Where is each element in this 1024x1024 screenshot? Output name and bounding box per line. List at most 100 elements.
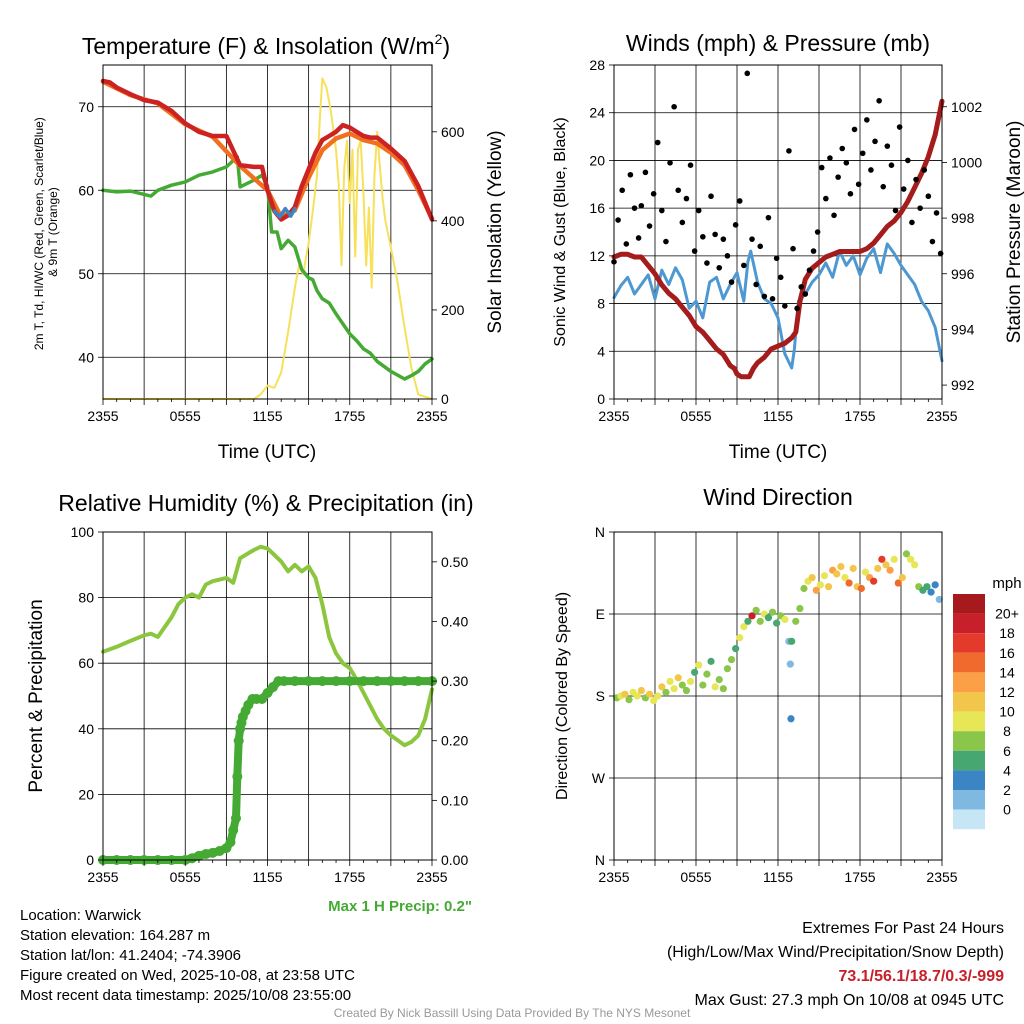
direction-point [703,670,711,678]
gust-point [757,243,764,250]
temperature-xlabel: Time (UTC) [218,442,317,463]
extremes-subtitle: (High/Low/Max Wind/Precipitation/Snow De… [666,944,1004,961]
legend-swatch [953,652,985,673]
legend-swatch [953,633,985,653]
direction-point [633,692,641,700]
gust-point [716,264,723,271]
legend-label: 16 [999,645,1015,661]
gust-point [635,235,642,241]
gust-point [687,162,694,168]
series-heat-index-wind-chill [272,206,297,219]
direction-point [845,579,853,587]
direction-point [695,661,703,669]
y2-tick-label: 600 [441,124,465,140]
gust-point [892,207,899,214]
y-tick-label: S [596,688,605,704]
legend-swatch [953,770,985,790]
gust-point [654,139,661,146]
gust-point [868,167,874,173]
winds-xlabel: Time (UTC) [729,442,828,463]
direction-point [756,617,764,625]
direction-point [654,692,662,700]
y2-tick-label: 1000 [951,154,982,170]
gust-point [810,248,817,254]
temperature-y2label: Solar Insolation (Yellow) [485,130,506,333]
direction-point [727,655,736,664]
direction-point [786,660,794,668]
direction-grid [614,532,942,860]
legend-title: mph [992,575,1021,592]
temperature-ylabel-line-1: 2m T, Td, HI/WC (Red, Green, Scarlet/Blu… [32,117,46,350]
y-tick-label: 20 [78,786,94,802]
precip-point [358,676,369,687]
gust-point [650,191,657,197]
x-tick-label: 0555 [170,408,201,424]
legend-swatch [953,613,985,634]
speed-legend: mph 20+ 18 16 14 12 10 8 6 4 2 0 [953,575,1022,830]
y2-tick-label: 0.10 [441,792,468,808]
x-tick-label: 1155 [252,869,282,885]
direction-point [773,619,781,627]
gust-point [777,274,784,281]
location-text: Location: Warwick [20,907,142,924]
gust-point [695,207,702,214]
legend-swatch [953,594,985,614]
y-tick-label: 28 [589,57,605,73]
direction-point [841,573,849,582]
gust-point [631,205,638,211]
direction-point [796,604,804,613]
direction-point [857,584,865,593]
direction-point [800,584,808,593]
direction-point [820,572,829,580]
direction-point [874,564,882,573]
gust-point [708,193,714,200]
gust-point [851,126,858,133]
gust-point [627,171,634,178]
winds-ylabel: Sonic Wind & Gust (Blue, Black) [552,117,569,346]
gust-point [818,164,825,171]
y-tick-label: N [595,524,605,540]
winds-y2label: Station Pressure (Maroon) [1004,121,1024,344]
direction-point [898,573,906,582]
x-tick-label: 0555 [680,408,711,424]
direction-plot [613,550,943,723]
humidity-ylabel: Percent & Precipitation [26,599,47,792]
temperature-title-main: Temperature (F) & Insolation (W/m [82,33,435,59]
precip-point [289,676,300,687]
gust-point [732,222,739,228]
y2-tick-label: 992 [951,377,975,393]
direction-point [736,634,744,642]
precip-point [413,676,424,687]
gust-point [724,253,731,259]
gust-point [790,245,796,252]
winds-panel: Winds (mph) & Pressure (mb) 2355 0555 1155… [552,30,1024,463]
y-tick-label: 16 [589,200,605,216]
gust-point [704,260,710,266]
x-tick-label: 2355 [416,408,447,424]
y-tick-label: 50 [78,266,94,282]
direction-panel: Wind Direction 2355 0555 1155 1755 2355NWSEN… [554,484,1022,885]
y-tick-label: 20 [589,152,605,168]
y2-tick-label: 998 [951,210,975,226]
y-tick-label: 8 [597,296,605,312]
gust-point [663,238,669,245]
direction-point [719,685,727,693]
gust-point [835,174,841,180]
temperature-grid [103,65,432,399]
humidity-axes: 2355 0555 1155 1755 23550204060801000.000.10… [71,524,469,885]
gust-point [864,117,870,123]
direction-point [658,683,666,691]
gust-point [905,157,911,164]
humidity-title: Relative Humidity (%) & Precipitation (i… [58,490,473,516]
direction-point [792,617,800,625]
gust-point [937,250,944,257]
insolation-line [102,77,433,400]
direction-point [662,688,670,696]
gust-point [623,241,630,247]
precip-point [344,676,355,687]
precip-point [225,837,236,848]
direction-point [740,623,748,631]
x-tick-label: 2355 [598,869,629,885]
legend-label: 6 [1003,743,1011,759]
direction-point [882,561,890,569]
